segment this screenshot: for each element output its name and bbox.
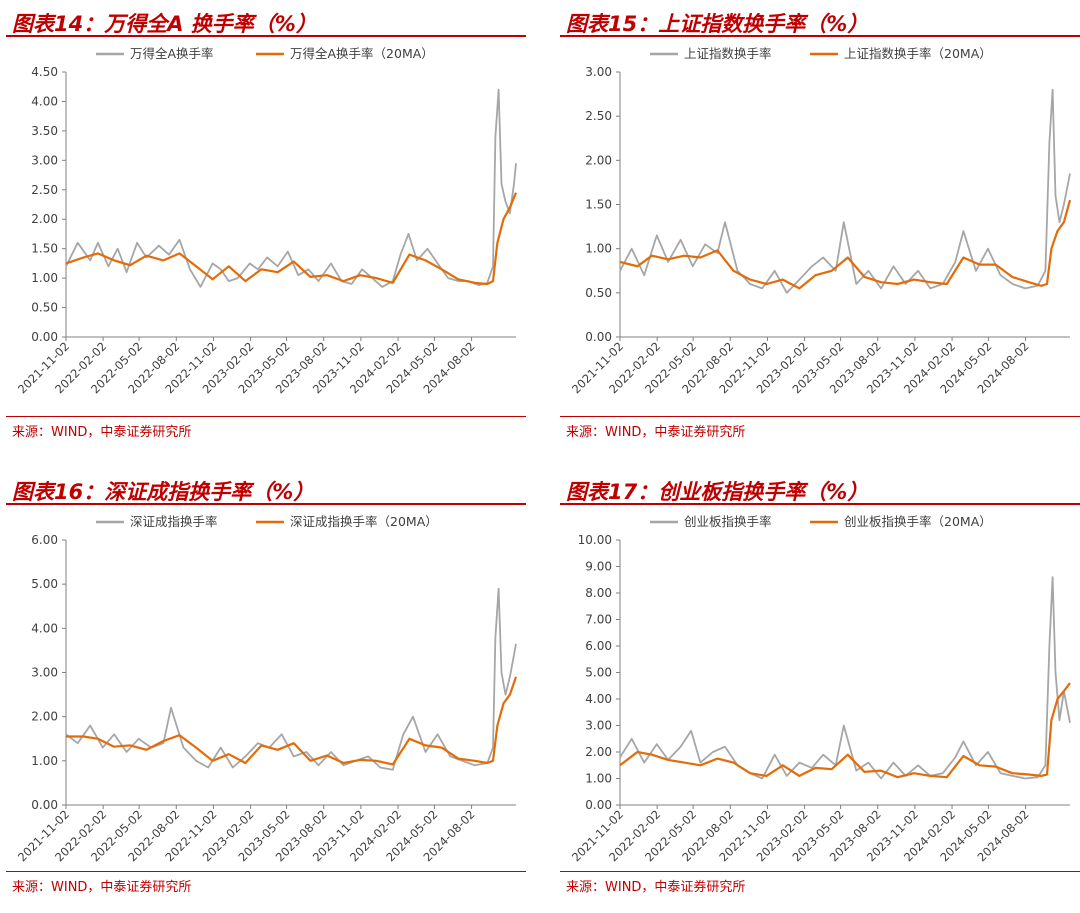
y-tick-label: 0.00	[585, 330, 612, 344]
y-tick-label: 4.00	[31, 621, 58, 635]
legend-item: 万得全A换手率	[96, 46, 214, 61]
y-tick-label: 2.50	[585, 109, 612, 123]
chart-title-bar: 图表17：创业板指换手率（%）	[560, 473, 1080, 505]
chart-title-bar: 图表14：万得全A 换手率（%）	[6, 5, 526, 37]
y-tick-label: 4.50	[31, 65, 58, 79]
y-tick-label: 0.00	[585, 798, 612, 812]
chart-source: 来源：WIND，中泰证券研究所	[6, 416, 526, 440]
legend-label: 深证成指换手率	[130, 514, 218, 529]
legend-label: 上证指数换手率	[684, 46, 772, 61]
legend-item: 深证成指换手率	[96, 514, 218, 529]
chart-title-bar: 图表15：上证指数换手率（%）	[560, 5, 1080, 37]
y-tick-label: 0.00	[31, 798, 58, 812]
legend-label: 万得全A换手率（20MA）	[290, 46, 434, 61]
legend-item: 创业板指换手率	[650, 514, 772, 529]
series-line-raw	[619, 88, 1071, 294]
y-tick-label: 1.00	[31, 754, 58, 768]
chart-panel-chinext: 图表17：创业板指换手率（%） 创业板指换手率 创业板指换手率（20MA） 0.00…	[560, 473, 1080, 913]
line-chart-wind-a: 万得全A换手率 万得全A换手率（20MA） 0.00 0.50 1.00 1.50 2.00…	[15, 46, 518, 396]
legend: 万得全A换手率 万得全A换手率（20MA）	[96, 46, 434, 61]
legend-label: 万得全A换手率	[130, 46, 214, 61]
legend-item: 万得全A换手率（20MA）	[256, 46, 434, 61]
chart-source: 来源：WIND，中泰证券研究所	[560, 871, 1080, 895]
y-tick-label: 2.00	[31, 212, 58, 226]
y-tick-label: 1.50	[31, 242, 58, 256]
legend-item: 深证成指换手率（20MA）	[256, 514, 438, 529]
y-tick-label: 6.00	[585, 639, 612, 653]
y-tick-label: 9.00	[585, 560, 612, 574]
y-tick-label: 6.00	[31, 533, 58, 547]
legend-item: 创业板指换手率（20MA）	[810, 514, 992, 529]
legend-item: 上证指数换手率	[650, 46, 772, 61]
chart-panel-wind-a: 图表14：万得全A 换手率（%） 万得全A换手率 万得全A换手率（20MA） 0.0…	[6, 5, 526, 445]
series-line-raw	[65, 88, 517, 288]
line-chart-sse: 上证指数换手率 上证指数换手率（20MA） 0.00 0.50 1.00 1.50 2.00…	[569, 46, 1072, 396]
y-tick-label: 0.50	[31, 301, 58, 315]
y-tick-label: 3.00	[31, 153, 58, 167]
source-text: 来源：WIND，中泰证券研究所	[12, 425, 192, 440]
legend: 深证成指换手率 深证成指换手率（20MA）	[96, 514, 438, 529]
chart-title: 图表15：上证指数换手率（%）	[566, 12, 869, 36]
y-tick-label: 5.00	[585, 666, 612, 680]
series-line-ma	[66, 676, 518, 766]
source-text: 来源：WIND，中泰证券研究所	[12, 880, 192, 895]
series-line-raw	[619, 576, 1071, 780]
chart-source: 来源：WIND，中泰证券研究所	[6, 871, 526, 895]
y-tick-label: 4.00	[585, 692, 612, 706]
chart-title: 图表16：深证成指换手率（%）	[12, 480, 315, 504]
y-tick-label: 1.00	[31, 271, 58, 285]
legend: 上证指数换手率 上证指数换手率（20MA）	[650, 46, 992, 61]
chart-panel-szse: 图表16：深证成指换手率（%） 深证成指换手率 深证成指换手率（20MA） 0.00…	[6, 473, 526, 913]
y-tick-label: 3.00	[31, 666, 58, 680]
chart-panel-sse: 图表15：上证指数换手率（%） 上证指数换手率 上证指数换手率（20MA） 0.00…	[560, 5, 1080, 445]
legend: 创业板指换手率 创业板指换手率（20MA）	[650, 514, 992, 529]
y-tick-label: 5.00	[31, 577, 58, 591]
legend-label: 创业板指换手率（20MA）	[844, 514, 992, 529]
source-text: 来源：WIND，中泰证券研究所	[566, 880, 746, 895]
series-line-ma	[65, 192, 518, 286]
y-tick-label: 7.00	[585, 613, 612, 627]
chart-title: 图表17：创业板指换手率（%）	[566, 480, 869, 504]
y-tick-label: 8.00	[585, 586, 612, 600]
chart-source: 来源：WIND，中泰证券研究所	[560, 416, 1080, 440]
y-tick-label: 10.00	[578, 533, 612, 547]
y-tick-label: 2.00	[31, 710, 58, 724]
line-chart-szse: 深证成指换手率 深证成指换手率（20MA） 0.00 1.00 2.00 3.00 4.00…	[15, 514, 518, 864]
chart-title-bar: 图表16：深证成指换手率（%）	[6, 473, 526, 505]
legend-label: 上证指数换手率（20MA）	[844, 46, 992, 61]
y-tick-label: 0.00	[31, 330, 58, 344]
y-tick-label: 0.50	[585, 286, 612, 300]
y-tick-label: 1.00	[585, 772, 612, 786]
y-tick-label: 3.00	[585, 719, 612, 733]
y-tick-label: 1.50	[585, 198, 612, 212]
legend-label: 深证成指换手率（20MA）	[290, 514, 438, 529]
y-tick-label: 2.50	[31, 183, 58, 197]
line-chart-chinext: 创业板指换手率 创业板指换手率（20MA） 0.00 1.00 2.00 3.00 4.00…	[569, 514, 1071, 864]
series-line-ma	[619, 682, 1071, 779]
y-tick-label: 2.00	[585, 745, 612, 759]
y-tick-label: 2.00	[585, 153, 612, 167]
chart-title: 图表14：万得全A 换手率（%）	[12, 12, 317, 36]
y-tick-label: 3.50	[31, 124, 58, 138]
legend-item: 上证指数换手率（20MA）	[810, 46, 992, 61]
y-tick-label: 1.00	[585, 242, 612, 256]
series-line-raw	[65, 587, 517, 771]
y-tick-label: 3.00	[585, 65, 612, 79]
y-tick-label: 4.00	[31, 94, 58, 108]
series-line-ma	[619, 199, 1072, 290]
source-text: 来源：WIND，中泰证券研究所	[566, 425, 746, 440]
legend-label: 创业板指换手率	[684, 514, 772, 529]
